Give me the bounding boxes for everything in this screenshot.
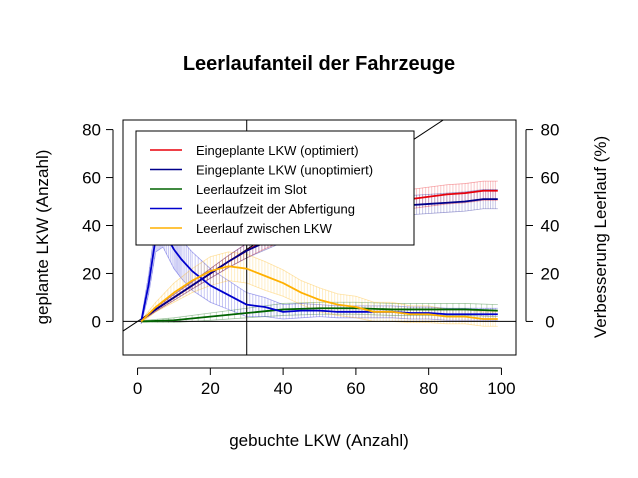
x-tick-label: 20 xyxy=(201,379,220,398)
y-tick-label: 60 xyxy=(82,169,101,188)
error-band-lower xyxy=(140,246,498,324)
legend: Eingeplante LKW (optimiert) Eingeplante L… xyxy=(135,130,415,246)
y-axis-left: 0 20 40 60 80 xyxy=(82,121,114,331)
series-line-4 xyxy=(140,229,498,322)
legend-label: Leerlaufzeit der Abfertigung xyxy=(196,202,355,217)
x-tick-label: 60 xyxy=(346,379,365,398)
y-axis-right: 0 20 40 60 80 xyxy=(525,121,560,331)
y2-tick-label: 40 xyxy=(541,217,560,236)
y-tick-label: 80 xyxy=(82,121,101,140)
y-tick-label: 0 xyxy=(92,312,101,331)
x-tick-label: 0 xyxy=(133,379,142,398)
legend-label: Leerlauf zwischen LKW xyxy=(196,221,333,236)
plot-frame xyxy=(122,119,517,356)
x-tick-label: 40 xyxy=(274,379,293,398)
y-tick-label: 40 xyxy=(82,217,101,236)
error-band-lower xyxy=(140,280,498,327)
error-band-upper xyxy=(140,251,498,321)
x-axis: 0 20 40 60 80 100 xyxy=(133,367,516,398)
x-tick-label: 80 xyxy=(419,379,438,398)
error-band-3 xyxy=(140,301,498,324)
legend-label: Leerlaufzeit im Slot xyxy=(196,182,307,197)
y2-tick-label: 20 xyxy=(541,264,560,283)
y2-tick-label: 60 xyxy=(541,169,560,188)
series-line-3 xyxy=(141,307,498,323)
series-line-5 xyxy=(140,265,498,323)
x-tick-label: 100 xyxy=(487,379,515,398)
chart-title: Leerlaufanteil der Fahrzeuge xyxy=(183,53,455,75)
legend-box xyxy=(135,130,415,246)
y2-tick-label: 80 xyxy=(541,121,560,140)
legend-label: Eingeplante LKW (optimiert) xyxy=(196,143,359,158)
y-axis-label: geplante LKW (Anzahl) xyxy=(33,150,52,325)
y2-axis-label: Verbesserung Leerlauf (%) xyxy=(591,136,610,338)
y-tick-label: 20 xyxy=(82,264,101,283)
y2-tick-label: 0 xyxy=(545,312,554,331)
x-axis-label: gebuchte LKW (Anzahl) xyxy=(229,431,409,450)
error-band-upper xyxy=(141,301,498,322)
legend-label: Eingeplante LKW (unoptimiert) xyxy=(196,163,373,178)
